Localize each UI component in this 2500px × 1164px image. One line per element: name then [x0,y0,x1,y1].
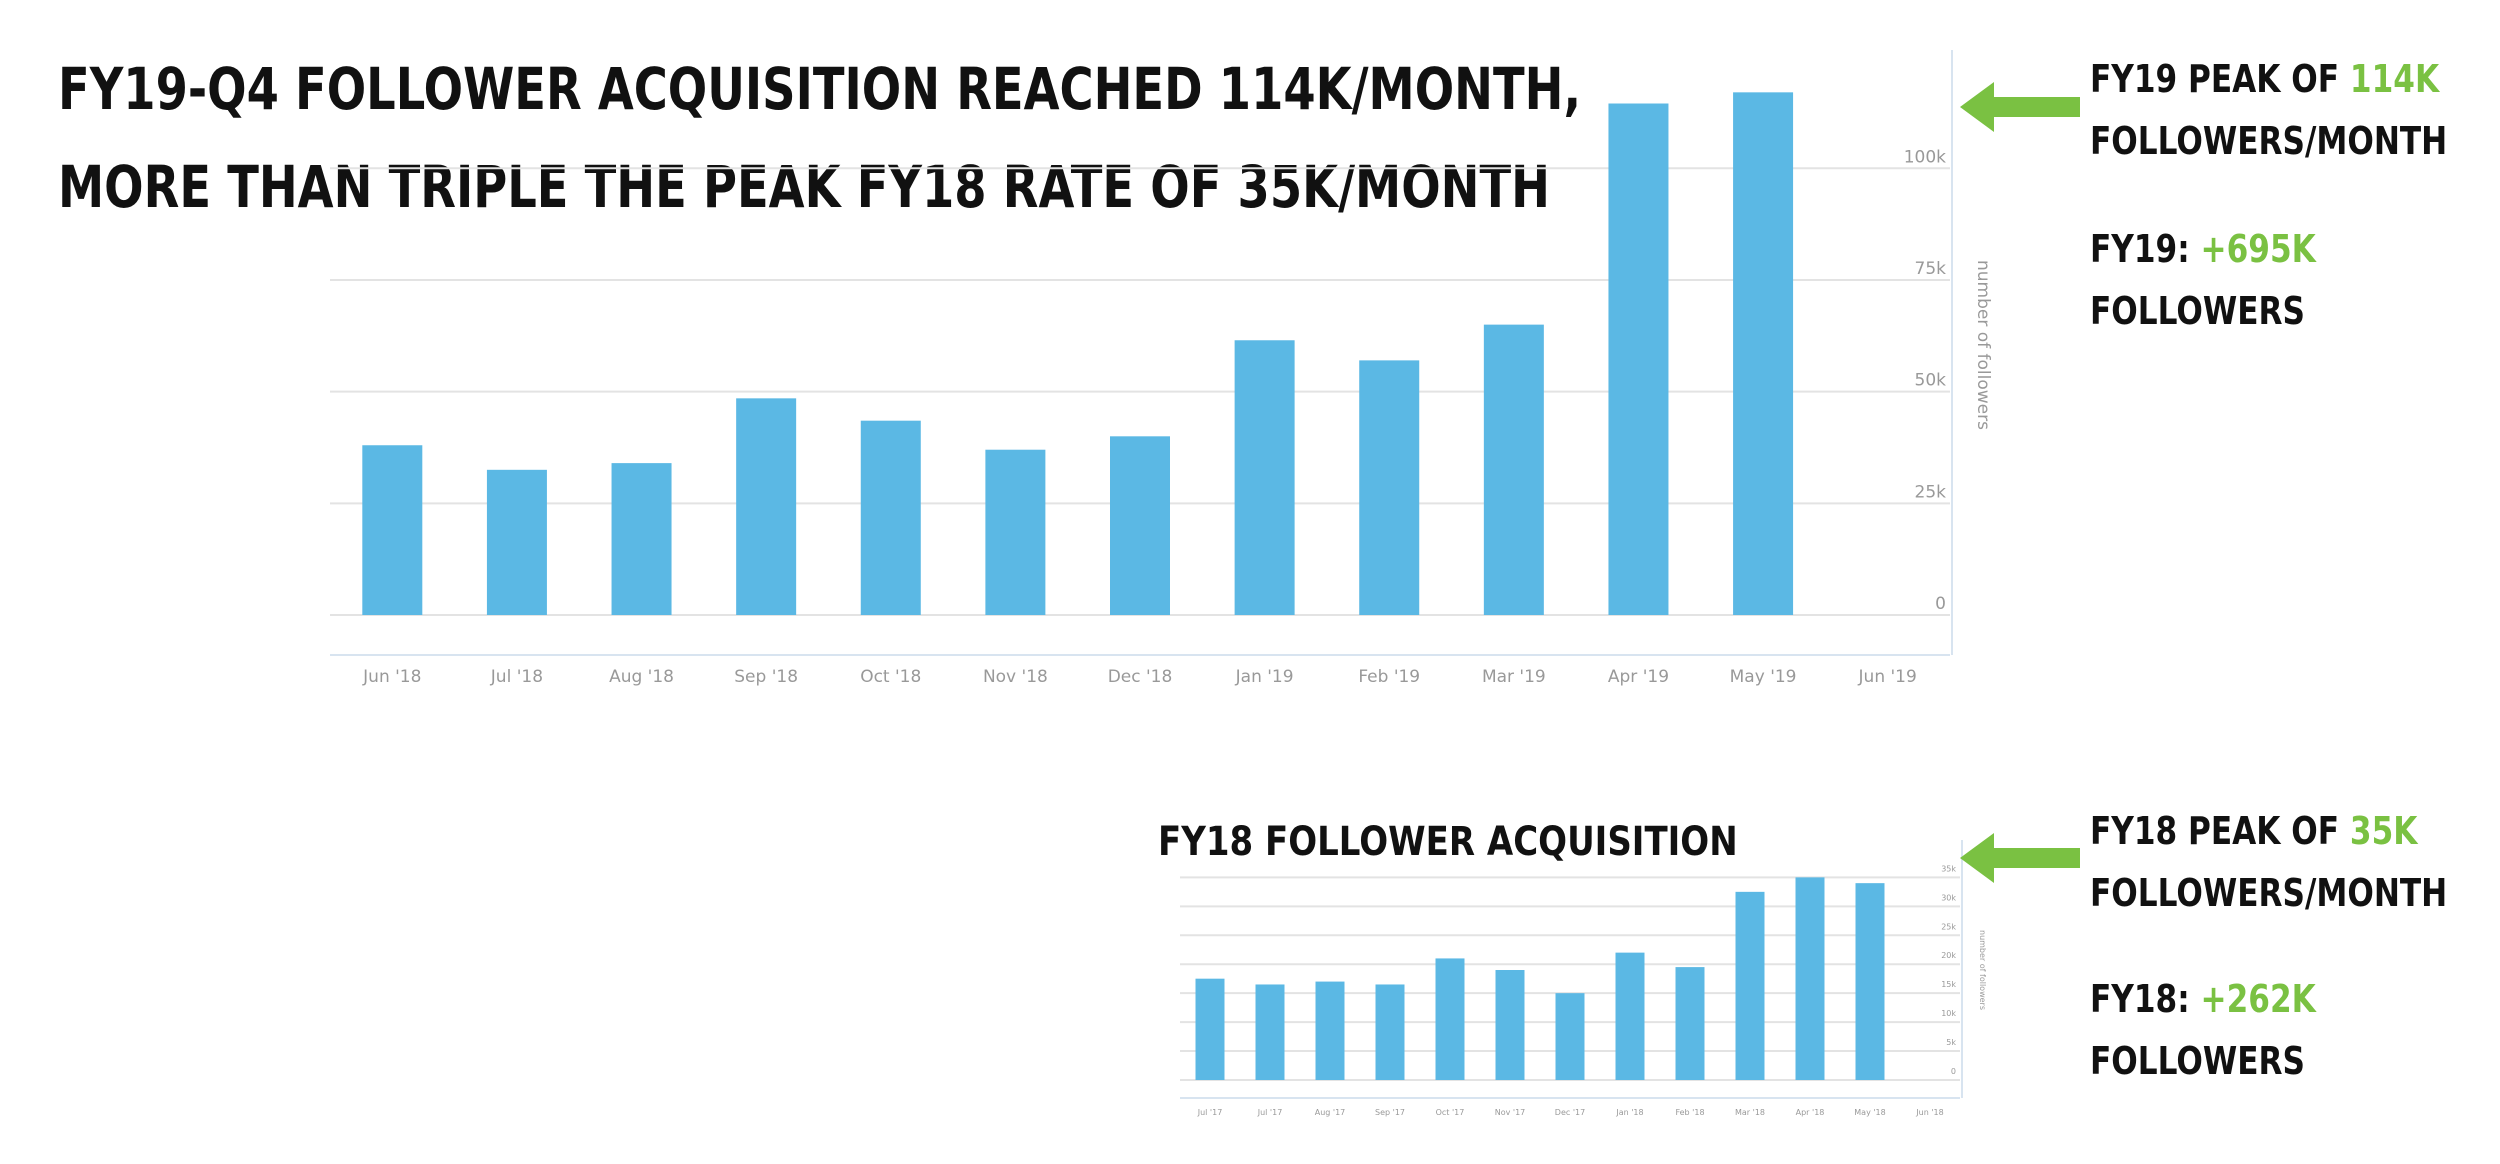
bar [860,420,921,615]
x-tick-label: Jul '18 [490,667,543,687]
bar [1675,967,1705,1080]
fy19-total-prefix: FY19: [2090,227,2201,271]
fy18-total-prefix: FY18: [2090,977,2201,1021]
fy18-arrow-icon [1960,833,2080,883]
y-tick-label: 25k [1941,922,1956,931]
x-tick-label: Oct '17 [1436,1108,1465,1117]
bar [362,445,423,615]
x-tick-label: Apr '18 [1796,1108,1825,1117]
x-tick-label: Nov '18 [983,667,1048,687]
bar [1615,952,1645,1080]
bar [1555,993,1585,1080]
y-axis-title: number of followers [1973,260,1993,430]
fy18-peak-prefix: FY18 PEAK OF [2090,809,2350,853]
x-tick-label: Aug '17 [1315,1108,1346,1117]
headline-line-1: FY19-Q4 FOLLOWER ACQUISITION REACHED 114… [58,55,1582,123]
fy19-total-suffix: FOLLOWERS [2090,289,2305,333]
fy18-peak-callout: FY18 PEAK OF 35K FOLLOWERS/MONTH [2090,800,2447,924]
fy19-peak-callout: FY19 PEAK OF 114K FOLLOWERS/MONTH [2090,48,2447,172]
fy18-bar-chart: 0 5k 10k 15k 20k 25k 30k 35k number of followers… [1180,840,1987,1117]
x-tick-label: Nov '17 [1495,1108,1526,1117]
y-tick-label: 100k [1904,147,1946,167]
x-tick-label: Sep '17 [1375,1108,1405,1117]
x-tick-label: Sep '18 [734,667,798,687]
x-tick-label: Jul '17 [1197,1108,1223,1117]
bar [1234,340,1295,615]
y-tick-label: 35k [1941,864,1956,873]
fy19-total-callout: FY19: +695K FOLLOWERS [2090,218,2316,342]
bar [736,398,797,615]
y-tick-label: 15k [1941,980,1956,989]
x-tick-label: Oct '18 [860,667,921,687]
y-axis-title: number of followers [1978,930,1987,1010]
bar [1733,92,1794,616]
x-tick-label: Dec '18 [1108,667,1173,687]
y-tick-label: 20k [1941,951,1956,960]
bar [1359,360,1420,615]
x-tick-label: Jul '17 [1257,1108,1283,1117]
x-tick-label: Dec '17 [1555,1108,1585,1117]
bar [1495,970,1525,1080]
x-tick-label: May '18 [1854,1108,1885,1117]
headline: FY19-Q4 FOLLOWER ACQUISITION REACHED 114… [58,40,1581,236]
x-tick-label: Feb '19 [1358,667,1420,687]
fy18-peak-value: 35K [2349,809,2418,853]
bar [1735,891,1765,1080]
y-tick-label: 5k [1946,1038,1956,1047]
y-tick-label: 0 [1951,1067,1956,1076]
y-tick-label: 75k [1915,259,1947,279]
headline-line-2: MORE THAN TRIPLE THE PEAK FY18 RATE OF 3… [58,153,1550,221]
x-tick-label: Mar '18 [1735,1108,1765,1117]
fy19-peak-value: 114K [2349,57,2440,101]
y-tick-label: 50k [1915,371,1947,391]
bar [486,469,547,615]
x-tick-label: Feb '18 [1675,1108,1704,1117]
bar [1608,103,1669,616]
fy18-total-suffix: FOLLOWERS [2090,1039,2305,1083]
bar [1483,324,1544,615]
fy18-peak-suffix: FOLLOWERS/MONTH [2090,871,2448,915]
fy19-peak-prefix: FY19 PEAK OF [2090,57,2350,101]
fy18-total-callout: FY18: +262K FOLLOWERS [2090,968,2316,1092]
bar [1315,981,1345,1080]
x-tick-label: Jun '19 [1858,667,1917,687]
fy19-bar-chart: 0 25k 50k 75k 100k number of followers Jun '18… [330,50,1993,687]
fy18-total-value: +262K [2200,977,2316,1021]
x-tick-label: May '19 [1730,667,1797,687]
fy19-total-value: +695K [2200,227,2316,271]
y-tick-label: 25k [1915,482,1947,502]
y-tick-label: 0 [1935,594,1946,614]
y-tick-label: 10k [1941,1009,1956,1018]
x-tick-label: Mar '19 [1482,667,1546,687]
bar [1255,984,1285,1080]
x-tick-label: Aug '18 [609,667,674,687]
y-tick-label: 30k [1941,893,1956,902]
bar [1795,877,1825,1080]
x-tick-label: Jun '18 [362,667,421,687]
x-tick-label: Apr '19 [1608,667,1669,687]
bar [985,449,1046,615]
bar [1435,958,1465,1080]
bar [1195,978,1225,1080]
bar [1375,984,1405,1080]
bar [611,463,672,615]
x-tick-label: Jun '18 [1915,1108,1943,1117]
bar [1110,436,1170,615]
fy18-chart-title: FY18 FOLLOWER ACQUISITION [1158,819,1738,865]
fy19-arrow-icon [1960,82,2080,132]
x-tick-label: Jan '19 [1235,667,1294,687]
x-tick-label: Jan '18 [1615,1108,1643,1117]
bar [1855,883,1885,1080]
fy19-peak-suffix: FOLLOWERS/MONTH [2090,119,2448,163]
